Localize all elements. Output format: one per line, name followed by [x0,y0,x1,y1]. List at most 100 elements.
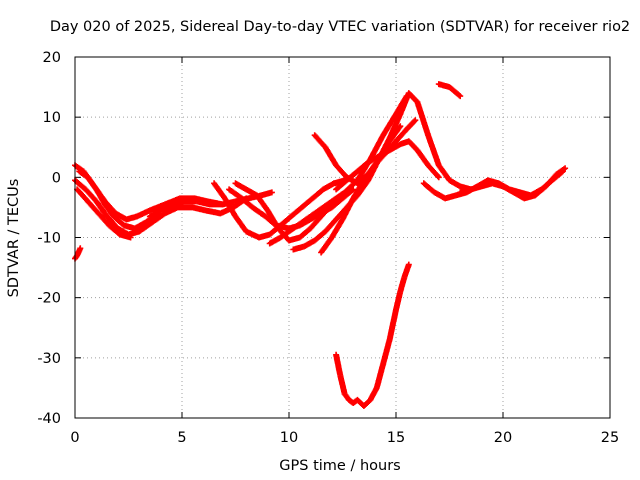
series-arc5 [74,186,134,241]
data-point [74,186,90,204]
data-point [84,198,101,216]
data-point [277,226,296,241]
data-point [333,178,349,193]
x-tick-label: 5 [177,430,186,446]
data-point [435,162,452,183]
data-point [161,205,180,217]
series-arc4 [76,168,162,232]
data-point [161,195,182,208]
data-point [425,132,442,167]
series-arc15 [333,261,412,409]
tick-labels: 0 5 10 15 20 25 -40 -30 -20 -10 0 10 20 [37,50,619,446]
data-point [350,178,367,202]
data-point [264,207,281,231]
data-point [316,199,334,214]
data-point [84,174,99,192]
x-tick-label: 20 [494,430,512,446]
data-point [328,190,347,205]
series-arc14 [333,138,442,193]
data-point [397,275,408,295]
data-point [339,196,356,223]
data-point [420,180,437,195]
x-axis-label: GPS time / hours [279,458,400,474]
data-point [249,204,268,219]
data-point [414,99,431,137]
series-arc13 [311,123,404,187]
series-arc7 [211,177,348,241]
data-point [542,172,559,190]
y-tick-label: 0 [52,170,61,186]
data-point [343,169,360,184]
data-point [290,217,308,232]
y-tick-label: 20 [43,50,61,66]
y-axis-label: SDTVAR / TECUs [6,179,22,298]
data-point [365,157,382,178]
data-point [311,229,328,244]
data-point [253,192,270,213]
data-point [322,144,339,167]
data-point [403,117,419,133]
data-point [425,162,442,181]
data-point [532,184,548,199]
data-point [360,398,373,409]
data-point [226,186,244,201]
data-points [72,81,569,409]
data-point [104,213,120,231]
x-tick-label: 10 [280,430,298,446]
data-point [318,235,334,256]
data-point [405,138,420,153]
data-point [296,226,313,241]
data-point [393,127,409,145]
data-point [401,261,412,280]
data-point [298,196,315,211]
y-tick-label: 10 [43,110,61,126]
y-tick-label: -20 [37,291,61,307]
data-point [328,217,345,241]
data-point [146,202,167,214]
data-point [102,201,116,219]
data-point [243,228,261,240]
data-point [74,245,84,259]
data-point [211,180,227,201]
y-tick-label: -30 [37,351,61,367]
data-point [373,362,386,391]
chart-title: Day 020 of 2025, Sidereal Day-to-day VTE… [50,19,630,35]
data-point [405,90,420,105]
data-point [446,84,464,100]
data-point [258,189,275,199]
y-tick-label: -10 [37,231,61,247]
data-point [134,208,152,220]
data-point [354,160,371,175]
plot-frame [74,56,611,419]
data-point [157,202,176,214]
data-point [333,162,349,180]
data-point [303,208,321,223]
x-tick-label: 25 [601,430,619,446]
data-point [93,198,110,219]
data-point [414,147,431,168]
data-point [309,187,326,202]
data-point [221,195,238,219]
data-point [553,165,569,178]
data-point [82,186,99,204]
data-point [95,210,112,228]
data-point [322,217,339,235]
data-point [307,214,324,232]
y-tick-label: -40 [37,411,61,427]
data-point [136,220,154,235]
data-point [367,386,380,403]
data-point [232,213,249,234]
x-tick-label: 0 [70,430,79,446]
data-point [93,186,108,207]
data-point [311,132,328,150]
data-point [318,202,334,220]
data-point [288,205,304,220]
data-point [386,123,404,145]
data-point [106,222,122,237]
x-tick-label: 15 [387,430,405,446]
data-point [149,211,167,226]
data-point [238,195,255,210]
data-point [354,172,371,187]
